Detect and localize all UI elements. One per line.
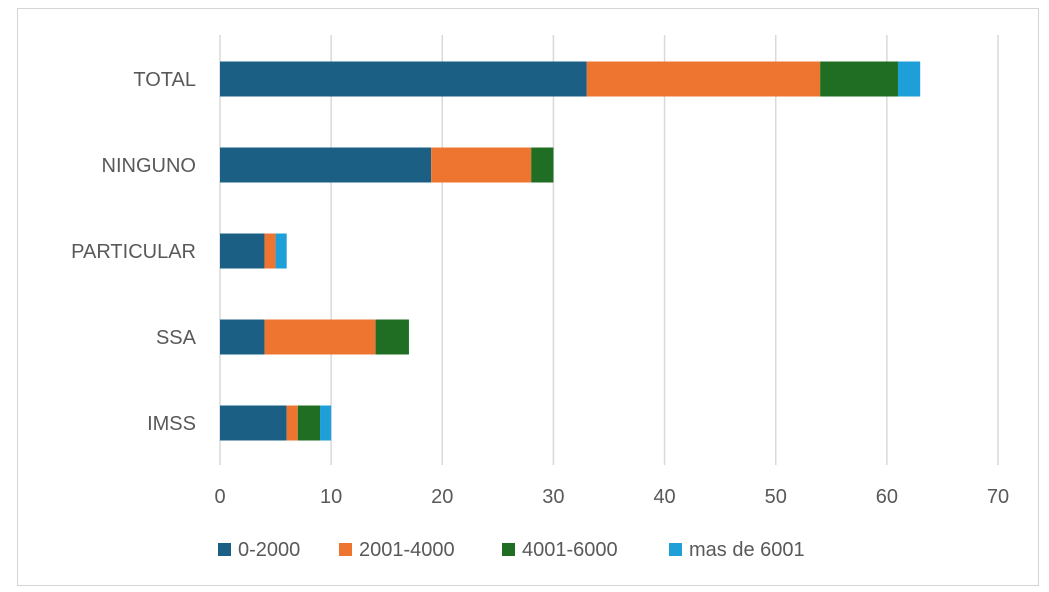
bar-segment (375, 319, 409, 355)
x-tick-label: 10 (320, 486, 342, 508)
category-label: IMSS (147, 413, 196, 435)
legend-label: 0-2000 (238, 539, 300, 561)
y-axis: TOTAL NINGUNO PARTICULAR SSA IMSS (71, 69, 196, 435)
bar-segment (286, 405, 298, 441)
bar-segment (531, 147, 554, 183)
bars (220, 61, 921, 441)
bar-segment (264, 233, 276, 269)
bar-segment (897, 61, 921, 97)
legend: 0-2000 2001-4000 4001-6000 mas de 6001 (218, 539, 805, 561)
legend-label: 2001-4000 (359, 539, 455, 561)
gridlines (219, 35, 999, 465)
bar-segment (586, 61, 821, 97)
x-tick-label: 20 (431, 486, 453, 508)
x-tick-label: 70 (987, 486, 1009, 508)
bar-segment (820, 61, 898, 97)
chart-frame (17, 8, 1039, 586)
bar-segment (264, 319, 376, 355)
legend-label: 4001-6000 (522, 539, 618, 561)
legend-label: mas de 6001 (689, 539, 805, 561)
bar-segment (320, 405, 332, 441)
bar-segment (431, 147, 532, 183)
x-tick-label: 0 (214, 486, 225, 508)
category-label: PARTICULAR (71, 241, 196, 263)
x-tick-label: 60 (876, 486, 898, 508)
x-tick-label: 50 (765, 486, 787, 508)
category-label: SSA (156, 327, 197, 349)
category-label: NINGUNO (102, 155, 196, 177)
bar-segment (220, 405, 287, 441)
x-tick-label: 30 (542, 486, 564, 508)
bar-segment (275, 233, 287, 269)
legend-swatch (669, 543, 682, 556)
x-axis: 0 10 20 30 40 50 60 70 (214, 486, 1009, 508)
bar-segment (220, 61, 587, 97)
bar-segment (220, 147, 432, 183)
legend-swatch (339, 543, 352, 556)
x-tick-label: 40 (653, 486, 675, 508)
bar-segment (220, 319, 265, 355)
bar-segment (297, 405, 321, 441)
category-label: TOTAL (133, 69, 196, 91)
legend-swatch (218, 543, 231, 556)
bar-segment (220, 233, 265, 269)
legend-swatch (502, 543, 515, 556)
